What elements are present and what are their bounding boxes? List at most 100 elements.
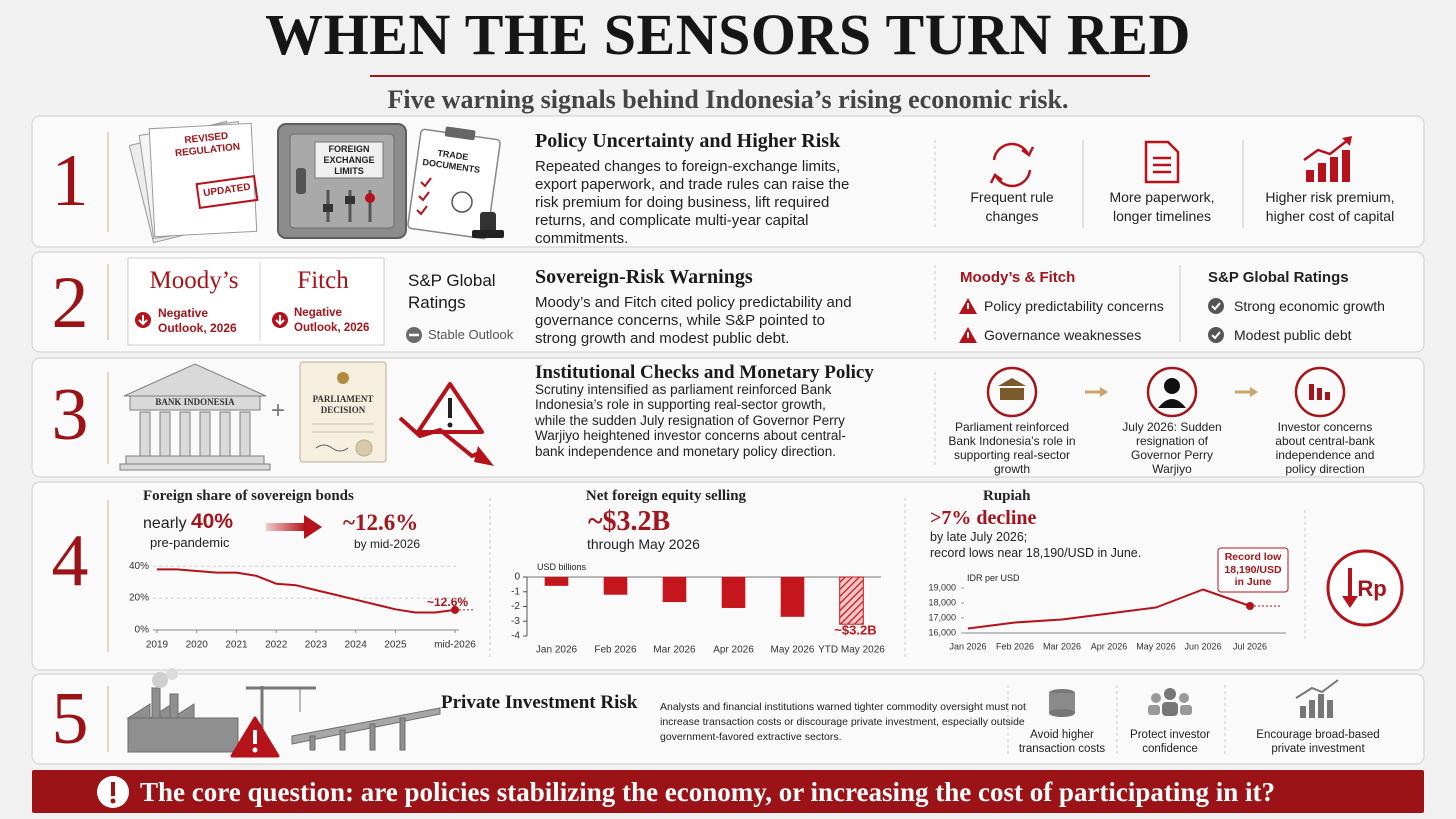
parliament-document-part bbox=[337, 372, 349, 384]
group-item: Governance weaknesses bbox=[984, 327, 1142, 343]
warning-falling-arrow bbox=[398, 382, 494, 466]
step-icons-part bbox=[998, 378, 1026, 386]
step-icons-part bbox=[1325, 392, 1330, 400]
annotation: nearly bbox=[143, 515, 187, 532]
item-icons-part bbox=[1318, 694, 1324, 718]
chart-title: Foreign share of sovereign bonds bbox=[143, 488, 354, 504]
step-text: Parliament reinforced Bank Indonesia’s r… bbox=[948, 420, 1076, 476]
step-icons-part bbox=[1294, 366, 1346, 418]
page-subtitle: Five warning signals behind Indonesia’s … bbox=[387, 85, 1069, 114]
parliament-document-part bbox=[299, 361, 387, 463]
chart-title: Rupiah bbox=[983, 488, 1031, 504]
agency-name: Fitch bbox=[297, 267, 349, 294]
agency-name: Moody’s bbox=[149, 267, 239, 294]
bank-building-part bbox=[179, 411, 191, 457]
industry-illustration-part bbox=[339, 729, 346, 751]
step-icons-part bbox=[1146, 366, 1198, 418]
clipboard-part bbox=[480, 212, 496, 232]
annotation: by mid-2026 bbox=[354, 537, 421, 551]
decline-arrow bbox=[266, 515, 322, 539]
group-item: Modest public debt bbox=[1234, 327, 1352, 343]
rising-bars-icon-part bbox=[1303, 139, 1349, 162]
clipboard-part bbox=[444, 126, 476, 141]
rising-bars-icon-part bbox=[1330, 157, 1338, 182]
safe-part bbox=[345, 196, 355, 204]
agency-outlook: Stable Outlook bbox=[428, 327, 514, 342]
item-icons-part bbox=[1148, 705, 1160, 715]
industry-illustration-part bbox=[166, 668, 178, 680]
section-heading: Institutional Checks and Monetary Policy bbox=[535, 362, 874, 383]
group-title: Moody’s & Fitch bbox=[960, 269, 1076, 286]
industry-illustration-part bbox=[291, 707, 441, 745]
bank-building-part bbox=[159, 411, 171, 457]
warning-icons bbox=[959, 298, 977, 343]
illustration-label: FOREIGN EXCHANGE LIMITS bbox=[323, 144, 375, 176]
bank-building-part bbox=[129, 395, 261, 411]
item-icons-part bbox=[1295, 679, 1339, 699]
panels-part bbox=[31, 481, 1425, 671]
section-body: Scrutiny intensified as parliament reinf… bbox=[535, 382, 846, 459]
agency-name: S&P Global Ratings bbox=[408, 271, 496, 312]
panels-part bbox=[31, 673, 1425, 765]
group-item: Policy predictability concerns bbox=[984, 298, 1164, 314]
industry-illustration-part bbox=[399, 717, 406, 751]
step-icons-part bbox=[1000, 388, 1024, 400]
footer-bar bbox=[32, 770, 1424, 813]
safe-part bbox=[314, 141, 384, 179]
chart-headline: ~$3.2B bbox=[588, 506, 671, 537]
step-icons-part bbox=[1309, 384, 1314, 400]
rating-box bbox=[127, 257, 385, 346]
clipboard-part-part bbox=[418, 191, 430, 202]
section-number: 4 bbox=[51, 520, 89, 602]
chart-title: Net foreign equity selling bbox=[585, 488, 747, 504]
annotation: pre-pandemic bbox=[150, 535, 230, 550]
page-title: WHEN THE SENSORS TURN RED bbox=[265, 2, 1191, 67]
section-heading: Sovereign-Risk Warnings bbox=[535, 266, 753, 288]
safe-part bbox=[296, 168, 306, 194]
refresh-icon-part bbox=[994, 169, 1032, 188]
plus-sign: + bbox=[270, 397, 285, 424]
warning-falling-arrow-part bbox=[474, 446, 494, 466]
parliament-document bbox=[299, 361, 387, 463]
item-icons-part bbox=[1151, 693, 1161, 703]
illustration-label: PARLIAMENT DECISION bbox=[312, 394, 374, 415]
section-number: 1 bbox=[51, 140, 89, 222]
item-icons-part bbox=[1162, 702, 1178, 716]
section-body: Repeated changes to foreign-exchange lim… bbox=[535, 158, 850, 247]
annotation: 40% bbox=[191, 510, 234, 533]
section-body: Analysts and financial institutions warn… bbox=[660, 701, 1026, 743]
rating-box-part bbox=[127, 257, 385, 346]
section-heading: Private Investment Risk bbox=[441, 692, 638, 713]
rising-bars-icon-part bbox=[1342, 136, 1352, 146]
step-arrows-part bbox=[1100, 387, 1108, 397]
clipboard-part bbox=[416, 177, 432, 216]
clipboard-part-part bbox=[420, 177, 432, 188]
signal-item: Higher risk premium, higher cost of capi… bbox=[1265, 189, 1395, 224]
clipboard-part-part bbox=[416, 205, 428, 216]
clipboard-part bbox=[451, 191, 473, 213]
step-icons-part bbox=[986, 366, 1038, 418]
item-icons-part bbox=[1180, 705, 1192, 715]
signal-item: Encourage broad-based private investment bbox=[1256, 729, 1380, 755]
industry-illustration bbox=[126, 668, 441, 753]
chart-note: record lows near 18,190/USD in June. bbox=[930, 546, 1142, 560]
callout-box-part bbox=[1217, 547, 1289, 593]
section-number: 2 bbox=[51, 262, 89, 344]
step-arrows bbox=[1085, 387, 1258, 397]
item-icons-part bbox=[1327, 700, 1333, 718]
callout-box bbox=[1217, 547, 1289, 593]
stable-icon bbox=[406, 327, 422, 343]
industry-illustration-part bbox=[152, 672, 168, 688]
axis-label: IDR per USD bbox=[967, 573, 1020, 583]
section-number: 3 bbox=[51, 374, 89, 456]
annotation: ~12.6% bbox=[427, 595, 469, 609]
decline-arrow-part bbox=[266, 523, 306, 531]
bank-building-part bbox=[125, 455, 265, 465]
step-arrows-part bbox=[1250, 387, 1258, 397]
step-text: July 2026: Sudden resignation of Governo… bbox=[1122, 420, 1222, 476]
chart-note: by late July 2026; bbox=[930, 530, 1028, 544]
agency-outlook: Negative Outlook, 2026 bbox=[294, 307, 370, 334]
rising-bars-icon bbox=[1303, 136, 1352, 182]
warning-falling-arrow-part bbox=[398, 416, 483, 459]
signal-item: Avoid higher transaction costs bbox=[1018, 729, 1106, 755]
